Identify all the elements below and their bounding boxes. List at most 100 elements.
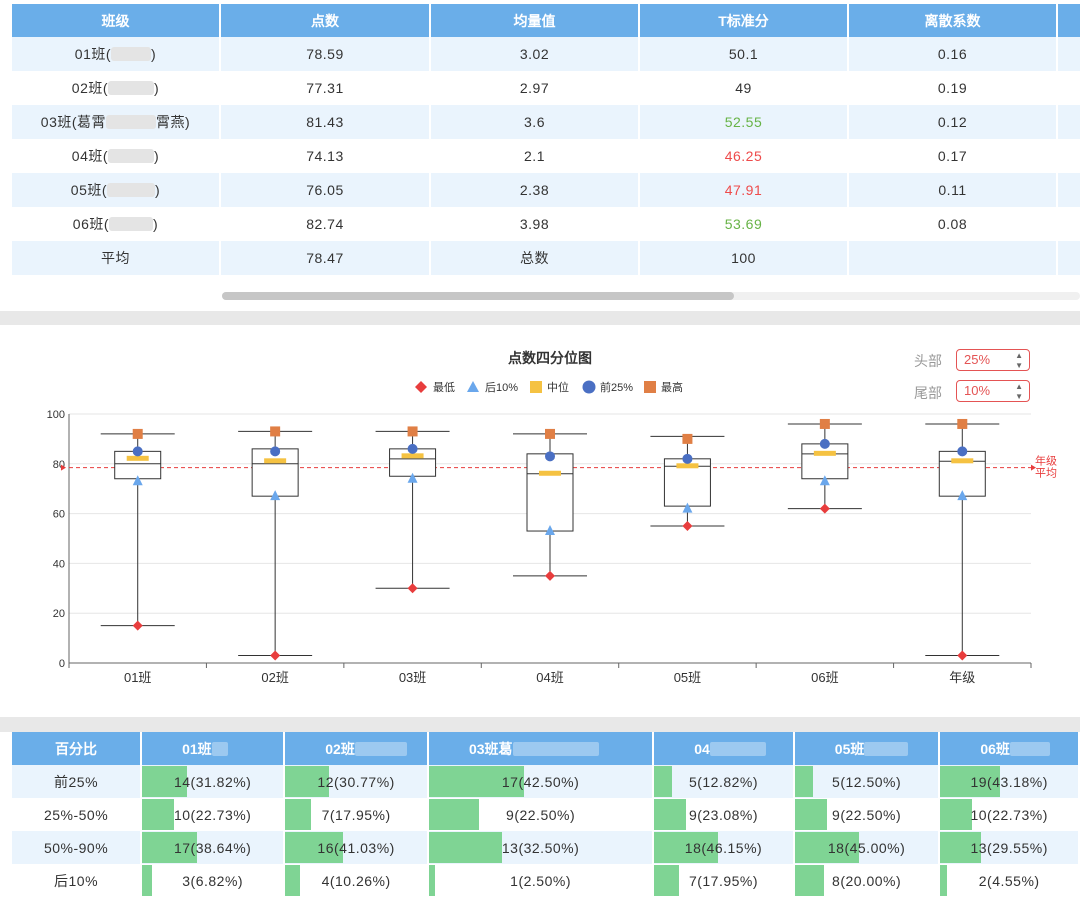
x-tick-label: 06班 <box>811 670 838 685</box>
header-class-03[interactable]: 03班葛 <box>428 732 655 765</box>
median-point <box>539 470 561 476</box>
median-point <box>951 458 974 464</box>
summary-header-row: 班级 点数 均量值 T标准分 离散系数 <box>12 4 1080 37</box>
x-tick-label: 02班 <box>261 670 288 685</box>
extra-cell <box>1058 173 1080 207</box>
distribution-cell: 5(12.50%) <box>794 765 941 798</box>
top25-point <box>957 446 968 457</box>
score-cell: 81.43 <box>221 105 431 139</box>
percent-bar <box>794 799 828 830</box>
max-point <box>270 426 281 437</box>
header-mean[interactable]: 均量值 <box>431 4 640 37</box>
y-tick-label: 20 <box>53 608 65 620</box>
extra-cell <box>1058 207 1080 241</box>
distribution-cell: 3(6.82%) <box>142 864 286 897</box>
percent-bar <box>654 832 719 863</box>
tail-label: 尾部 <box>914 385 942 401</box>
distribution-cell: 16(41.03%) <box>285 831 429 864</box>
bottom10-point <box>682 502 693 513</box>
distribution-cell: 1(2.50%) <box>428 864 655 897</box>
legend-square-marker <box>530 381 542 393</box>
y-tick-label: 100 <box>47 409 65 421</box>
min-point <box>957 650 968 661</box>
quartile-box <box>251 448 299 497</box>
median-point <box>264 458 287 464</box>
header-class-05[interactable]: 05班 <box>794 732 941 765</box>
percent-band-label: 后10% <box>12 864 143 897</box>
distribution-cell: 10(22.73%) <box>142 798 286 831</box>
percent-band-label: 前25% <box>12 765 143 798</box>
distribution-row: 50%-90% 17(38.64%) 16(41.03%) 13(32.50%) 18(… <box>12 831 1080 864</box>
head-label: 头部 <box>914 353 942 369</box>
max-point <box>407 426 418 437</box>
redacted-name <box>108 149 155 163</box>
summary-row: 02班() 77.31 2.97 49 0.19 <box>12 71 1080 105</box>
max-point <box>957 418 968 429</box>
min-point <box>132 620 143 631</box>
distribution-row: 后10% 3(6.82%) 4(10.26%) 1(2.50%) 7(17.95%) 8(… <box>12 864 1080 897</box>
header-extra <box>1058 4 1080 37</box>
percent-bar <box>285 799 311 830</box>
percent-bar <box>142 832 197 863</box>
distribution-cell: 7(17.95%) <box>654 864 795 897</box>
top25-point <box>819 438 830 449</box>
summary-table: 班级 点数 均量值 T标准分 离散系数 01班() 78.59 3.02 50.1 0.… <box>12 4 1080 275</box>
header-class[interactable]: 班级 <box>12 4 221 37</box>
quartile-box <box>526 453 574 532</box>
top25-point <box>270 446 281 457</box>
top25-point <box>407 443 418 454</box>
horizontal-scrollbar-thumb[interactable] <box>222 292 734 300</box>
max-point <box>545 428 555 439</box>
header-class-06[interactable]: 06班 <box>940 732 1080 765</box>
class-name-cell: 02班() <box>12 71 221 105</box>
cv-cell: 0.16 <box>849 37 1058 71</box>
percent-bar <box>428 865 435 896</box>
bottom10-point <box>957 490 968 501</box>
percent-bar <box>428 799 480 830</box>
head-select[interactable]: 25% ▲ ▼ <box>956 349 1030 371</box>
header-score[interactable]: 点数 <box>221 4 431 37</box>
header-class-04[interactable]: 04 <box>654 732 795 765</box>
bottom10-point <box>132 475 143 486</box>
score-cell: 74.13 <box>221 139 431 173</box>
extra-cell <box>1058 71 1080 105</box>
percent-band-label: 50%-90% <box>12 831 143 864</box>
percent-bar <box>940 799 972 830</box>
redacted-name <box>108 81 155 95</box>
extra-cell <box>1058 37 1080 71</box>
average-score: 78.47 <box>221 241 431 275</box>
y-tick-label: 0 <box>59 658 65 670</box>
tail-select[interactable]: 10% ▲ ▼ <box>956 380 1030 402</box>
x-tick-label: 01班 <box>124 670 151 685</box>
grade-average-label: 平均 <box>1035 467 1057 480</box>
distribution-cell: 19(43.18%) <box>940 765 1080 798</box>
class-name-cell: 06班() <box>12 207 221 241</box>
extra-cell <box>1058 105 1080 139</box>
distribution-cell: 9(22.50%) <box>428 798 655 831</box>
percent-bar <box>285 865 300 896</box>
header-percent[interactable]: 百分比 <box>12 732 143 765</box>
legend-label: 后10% <box>485 381 518 394</box>
class-name-cell: 04班() <box>12 139 221 173</box>
header-cv[interactable]: 离散系数 <box>849 4 1058 37</box>
summary-row: 04班() 74.13 2.1 46.25 0.17 <box>12 139 1080 173</box>
t-score-cell: 50.1 <box>640 37 849 71</box>
mean-cell: 3.98 <box>431 207 640 241</box>
header-class-02[interactable]: 02班 <box>285 732 429 765</box>
tail-select-value: 10% <box>964 383 991 398</box>
percent-bar <box>142 865 152 896</box>
t-score-cell: 47.91 <box>640 173 849 207</box>
class-name-cell: 01班() <box>12 37 221 71</box>
percent-bar <box>940 766 1000 797</box>
distribution-row: 25%-50% 10(22.73%) 7(17.95%) 9(22.50%) 9(23.… <box>12 798 1080 831</box>
percent-bar <box>142 799 175 830</box>
distribution-cell: 17(42.50%) <box>428 765 655 798</box>
header-t-score[interactable]: T标准分 <box>640 4 849 37</box>
score-cell: 78.59 <box>221 37 431 71</box>
class-name-cell: 05班() <box>12 173 221 207</box>
median-point <box>126 455 149 461</box>
distribution-cell: 18(45.00%) <box>794 831 941 864</box>
redacted-name <box>111 47 152 61</box>
header-class-01[interactable]: 01班 <box>142 732 286 765</box>
distribution-cell: 14(31.82%) <box>142 765 286 798</box>
